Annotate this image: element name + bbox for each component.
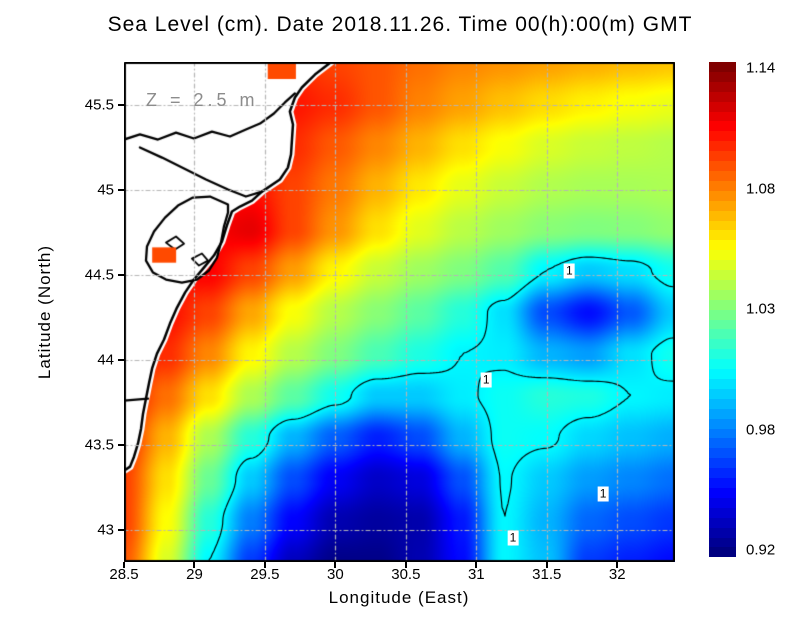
- depth-annotation: Z = 2.5 m: [146, 90, 259, 110]
- colorbar-band: [709, 497, 736, 508]
- colorbar-tick-label: 0.92: [746, 541, 776, 559]
- colorbar-tick-label: 1.14: [746, 59, 776, 77]
- colorbar-band: [709, 111, 736, 122]
- colorbar-band: [709, 200, 736, 211]
- x-tick-label: 30: [327, 566, 344, 583]
- colorbar-tick-label: 1.08: [746, 180, 776, 197]
- y-tick-label: 45.5: [84, 96, 114, 114]
- colorbar-band: [709, 319, 736, 330]
- colorbar-band: [709, 329, 736, 340]
- colorbar-band: [709, 458, 736, 469]
- colorbar-band: [709, 250, 736, 261]
- colorbar-band: [709, 220, 736, 231]
- colorbar-band: [709, 339, 736, 350]
- x-tick-label: 32: [608, 566, 626, 583]
- colorbar-band: [709, 309, 736, 320]
- y-tick-label: 44: [97, 351, 114, 369]
- y-tick-label: 44.5: [84, 266, 114, 284]
- colorbar-band: [709, 91, 736, 102]
- y-tick-mark: [118, 103, 124, 106]
- colorbar-tick-label: 0.98: [746, 421, 776, 438]
- colorbar-tick-label: 1.03: [746, 300, 776, 318]
- y-tick-mark: [118, 528, 124, 531]
- colorbar-band: [709, 448, 736, 459]
- colorbar-band: [709, 180, 736, 191]
- colorbar-band: [709, 230, 736, 241]
- colorbar-band: [709, 151, 736, 162]
- colorbar-band: [709, 101, 736, 112]
- x-tick-label: 31: [467, 566, 485, 583]
- colorbar-band: [709, 537, 736, 548]
- colorbar-band: [709, 428, 736, 439]
- colorbar-band: [709, 517, 736, 528]
- colorbar: [709, 62, 736, 558]
- colorbar-band: [709, 62, 736, 72]
- x-tick-mark: [193, 562, 196, 568]
- x-tick-mark: [404, 562, 407, 568]
- chart-title: Sea Level (cm). Date 2018.11.26. Time 00…: [107, 13, 693, 36]
- colorbar-band: [709, 547, 736, 558]
- heatmap-canvas: [124, 62, 675, 562]
- x-tick-mark: [545, 562, 548, 568]
- colorbar-band: [709, 279, 736, 290]
- colorbar-band: [709, 210, 736, 221]
- colorbar-band: [709, 418, 736, 429]
- colorbar-band: [709, 379, 736, 389]
- x-tick-label: 28.5: [109, 566, 139, 583]
- contour-label: 1: [480, 372, 492, 388]
- x-axis-title: Longitude (East): [328, 588, 470, 607]
- x-tick-label: 30.5: [391, 566, 421, 583]
- x-tick-mark: [616, 562, 619, 568]
- colorbar-band: [709, 527, 736, 538]
- contour-label: 1: [507, 530, 519, 546]
- colorbar-band: [709, 468, 736, 479]
- y-tick-mark: [118, 188, 124, 191]
- y-axis-title: Latitude (North): [35, 244, 54, 380]
- colorbar-band: [709, 408, 736, 419]
- colorbar-band: [709, 81, 736, 92]
- x-tick-mark: [475, 562, 478, 568]
- x-tick-mark: [123, 562, 125, 568]
- colorbar-band: [709, 289, 736, 300]
- colorbar-band: [709, 270, 736, 280]
- colorbar-band: [709, 438, 736, 449]
- colorbar-band: [709, 359, 736, 370]
- colorbar-band: [709, 260, 736, 271]
- colorbar-band: [709, 240, 736, 251]
- contour-label: 1: [597, 486, 609, 502]
- y-tick-mark: [118, 273, 124, 276]
- y-tick-mark: [118, 358, 124, 361]
- colorbar-band: [709, 478, 736, 488]
- colorbar-band: [709, 299, 736, 310]
- colorbar-band: [709, 190, 736, 201]
- x-tick-label: 29.5: [250, 566, 280, 583]
- y-tick-mark: [118, 443, 124, 446]
- colorbar-band: [709, 388, 736, 399]
- y-tick-label: 45: [97, 181, 114, 199]
- colorbar-band: [709, 507, 736, 518]
- x-tick-label: 31.5: [532, 566, 562, 583]
- x-tick-label: 29: [186, 566, 203, 583]
- colorbar-band: [709, 487, 736, 498]
- colorbar-band: [709, 131, 736, 142]
- colorbar-band: [709, 161, 736, 171]
- x-tick-mark: [334, 562, 337, 568]
- y-tick-label: 43: [97, 521, 114, 539]
- colorbar-band: [709, 349, 736, 360]
- colorbar-band: [709, 170, 736, 181]
- contour-label: 1: [563, 263, 575, 279]
- x-tick-mark: [263, 562, 266, 568]
- colorbar-band: [709, 121, 736, 132]
- colorbar-band: [709, 369, 736, 379]
- colorbar-band: [709, 398, 736, 409]
- colorbar-band: [709, 141, 736, 152]
- colorbar-band: [709, 71, 736, 82]
- y-tick-label: 43.5: [84, 436, 114, 454]
